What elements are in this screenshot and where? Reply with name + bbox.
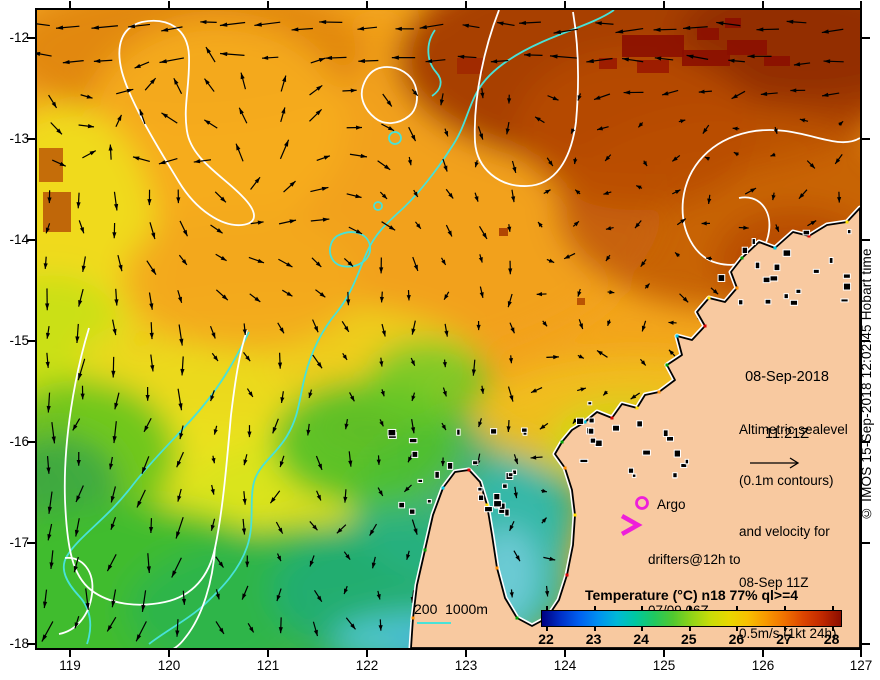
- y-tick-right: [862, 37, 870, 39]
- x-tick-top: [762, 1, 764, 8]
- colorbar-tick: [736, 606, 739, 610]
- map-graphics: [37, 10, 860, 648]
- y-tick-right: [862, 643, 870, 645]
- x-tick-bottom: [762, 650, 764, 657]
- altimetric-line-1: Altimetric sealevel: [739, 422, 848, 437]
- colorbar-tick: [736, 626, 739, 631]
- x-axis-label-120: 120: [157, 658, 181, 673]
- y-axis-label--12: -12: [9, 30, 29, 45]
- y-tick-left: [27, 441, 35, 443]
- y-tick-left: [27, 239, 35, 241]
- colorbar-gradient-bar: [541, 606, 842, 631]
- colorbar-label-23: 23: [585, 631, 602, 647]
- coastline-land: [408, 205, 860, 648]
- colorbar-tick: [546, 626, 548, 631]
- drifter-marker: [620, 514, 643, 536]
- timestamp-time: 11:21Z: [764, 426, 810, 442]
- y-axis-label--14: -14: [9, 232, 29, 247]
- y-tick-left: [27, 643, 35, 645]
- x-tick-top: [168, 1, 170, 8]
- x-tick-bottom: [663, 650, 665, 657]
- y-tick-left: [27, 340, 35, 342]
- copyright-text: © IMOS 15-Sep-2018 12:02:45 Hobart time: [859, 248, 874, 522]
- x-tick-top: [564, 1, 566, 8]
- x-axis-label-126: 126: [751, 658, 775, 673]
- x-axis-label-124: 124: [553, 658, 577, 673]
- argo-label: Argo: [657, 497, 686, 512]
- y-axis-label--15: -15: [9, 333, 29, 348]
- sealevel-contours: [58, 10, 860, 648]
- colorbar-tick: [831, 626, 834, 631]
- colorbar-label-28: 28: [823, 631, 840, 647]
- observation-markers: [417, 457, 800, 624]
- colorbar-tick: [546, 606, 548, 610]
- x-tick-top: [860, 1, 862, 8]
- x-tick-bottom: [267, 650, 269, 657]
- x-axis-label-119: 119: [59, 658, 81, 673]
- y-tick-right: [862, 239, 870, 241]
- y-tick-left: [27, 37, 35, 39]
- colorbar-label-24: 24: [633, 631, 649, 647]
- colorbar-tick-labels: 22 23 24 25 26 27 28: [538, 631, 842, 647]
- colorbar-title: Temperature (°C) n18 77% ql>=4: [584, 587, 799, 603]
- drifters-line-1: drifters@12h to: [648, 552, 741, 567]
- x-tick-bottom: [168, 650, 170, 657]
- colorbar-tick: [641, 626, 644, 631]
- y-tick-right: [862, 340, 870, 342]
- islands: [387, 229, 852, 517]
- y-tick-right: [862, 542, 870, 544]
- colorbar: Temperature (°C) n18 77% ql>=4 22 23 24 25 2…: [538, 587, 842, 647]
- colorbar-label-22: 22: [538, 631, 554, 647]
- y-tick-left: [27, 138, 35, 140]
- y-axis-label--13: -13: [9, 131, 29, 146]
- sst-pixel-patches: [39, 18, 790, 305]
- x-axis-label-127: 127: [849, 658, 873, 673]
- argo-marker: [635, 496, 649, 510]
- y-axis-label--18: -18: [9, 636, 29, 651]
- colorbar-tick: [688, 606, 691, 610]
- y-tick-right: [862, 138, 870, 140]
- y-tick-left: [27, 542, 35, 544]
- x-tick-bottom: [366, 650, 368, 657]
- x-tick-top: [267, 1, 269, 8]
- colorbar-tick: [593, 606, 596, 610]
- colorbar-label-27: 27: [776, 631, 792, 647]
- timestamp-annotation: 08-Sep-2018 11:21Z: [702, 330, 860, 482]
- y-tick-right: [862, 441, 870, 443]
- altimetric-line-4: 08-Sep 11Z: [739, 575, 809, 590]
- x-tick-top: [663, 1, 665, 8]
- colorbar-tick: [831, 606, 834, 610]
- x-tick-bottom: [860, 650, 862, 657]
- x-tick-top: [366, 1, 368, 8]
- x-axis-label-123: 123: [454, 658, 478, 673]
- x-tick-top: [69, 1, 71, 8]
- bathymetry-legend: 200 1000m: [414, 601, 488, 617]
- altimetric-line-2: (0.1m contours): [739, 473, 834, 488]
- altimetric-line-3: and velocity for: [739, 524, 830, 539]
- colorbar-tick: [784, 626, 786, 631]
- map-canvas: 08-Sep-2018 11:21Z Altimetric sealevel (…: [35, 8, 862, 650]
- colorbar-tick: [593, 626, 596, 631]
- x-tick-top: [465, 1, 467, 8]
- y-axis-label--17: -17: [9, 535, 29, 550]
- altimetric-line-5: 0.5m/s (1kt 24h): [739, 626, 837, 641]
- timestamp-date: 08-Sep-2018: [745, 369, 829, 385]
- x-axis-label-121: 121: [256, 658, 280, 673]
- colorbar-tick: [688, 626, 691, 631]
- colorbar-tick: [641, 606, 644, 610]
- x-tick-bottom: [465, 650, 467, 657]
- x-axis-label-125: 125: [652, 658, 676, 673]
- x-axis-label-122: 122: [355, 658, 379, 673]
- colorbar-label-26: 26: [728, 631, 745, 647]
- y-axis-label--16: -16: [9, 434, 29, 449]
- colorbar-tick: [784, 606, 786, 610]
- altimetric-annotation: Altimetric sealevel (0.1m contours) and …: [739, 387, 848, 648]
- x-tick-bottom: [69, 650, 71, 657]
- x-tick-bottom: [564, 650, 566, 657]
- colorbar-label-25: 25: [681, 631, 697, 647]
